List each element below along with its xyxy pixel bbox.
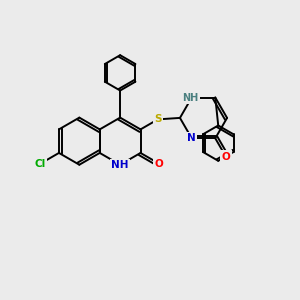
Text: Cl: Cl <box>34 159 45 169</box>
Text: NH: NH <box>111 160 129 170</box>
Text: S: S <box>154 114 162 124</box>
Text: N: N <box>188 133 196 143</box>
Text: O: O <box>154 158 163 169</box>
Text: O: O <box>221 152 230 162</box>
Text: NH: NH <box>182 92 198 103</box>
